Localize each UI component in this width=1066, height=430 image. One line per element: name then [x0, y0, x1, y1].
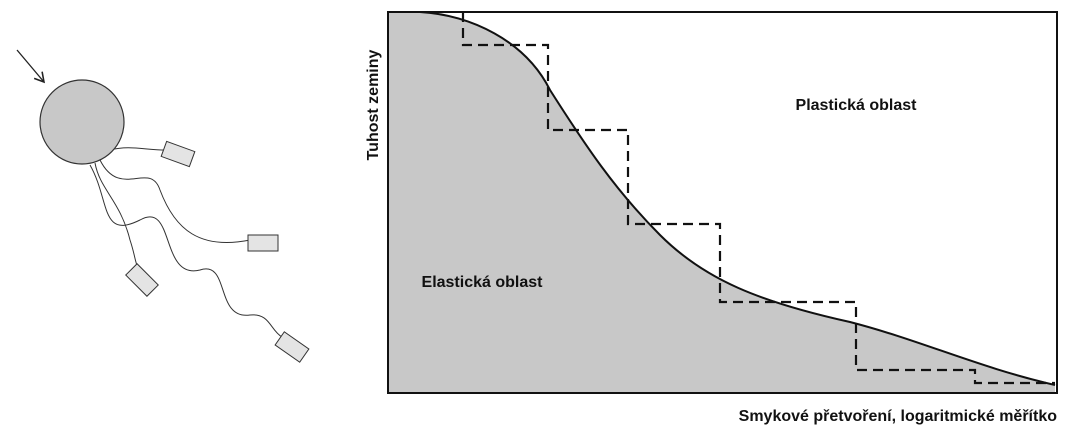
frame	[387, 11, 1058, 394]
step-approximation	[461, 12, 1055, 385]
x-axis-label: Smykové přetvoření, logaritmické měřítko	[739, 408, 1058, 425]
wire	[89, 164, 283, 338]
stiffness-curve	[419, 11, 1056, 386]
wire	[99, 159, 251, 244]
region-label: Plastická oblast	[796, 97, 918, 114]
sensor	[247, 234, 279, 252]
wire	[94, 162, 139, 269]
arrow	[16, 49, 46, 84]
region-label: Elastická oblast	[422, 274, 544, 291]
elastic-area	[388, 12, 1055, 393]
stiffness-chart: Tuhost zeminy Smykové přetvoření, logari…	[365, 11, 1058, 425]
probe-illustration	[16, 49, 310, 363]
sphere	[39, 79, 125, 165]
sensor	[160, 140, 196, 168]
y-axis-label: Tuhost zeminy	[365, 49, 382, 160]
wire	[109, 147, 166, 151]
sensor	[125, 263, 159, 297]
sensor	[274, 331, 310, 363]
